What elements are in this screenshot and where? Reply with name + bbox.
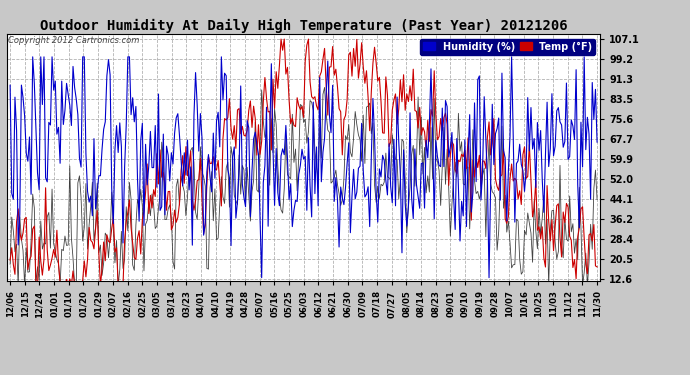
Legend: Humidity (%), Temp (°F): Humidity (%), Temp (°F) — [420, 39, 595, 54]
Text: Copyright 2012 Cartronics.com: Copyright 2012 Cartronics.com — [8, 36, 139, 45]
Title: Outdoor Humidity At Daily High Temperature (Past Year) 20121206: Outdoor Humidity At Daily High Temperatu… — [40, 18, 567, 33]
